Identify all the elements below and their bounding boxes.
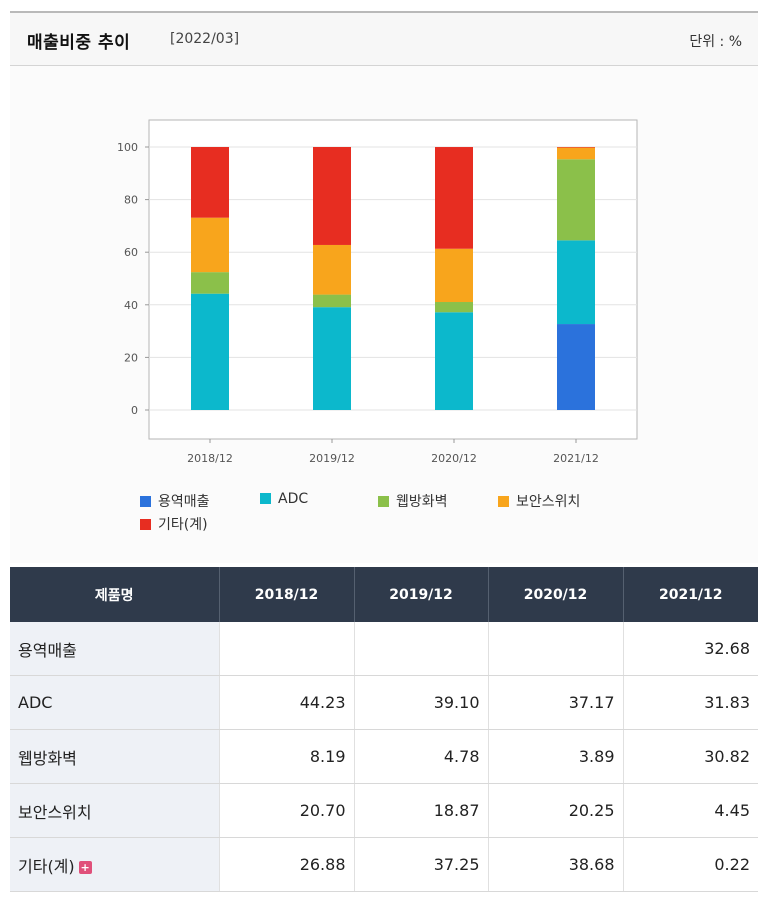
- table-cell: 0.22: [623, 837, 758, 892]
- bar-segment: [557, 147, 595, 160]
- table-row: 보안스위치 20.70 18.87 20.25 4.45: [10, 783, 758, 838]
- bar-segment: [313, 294, 351, 308]
- row-label-text: 기타(계): [18, 856, 75, 876]
- table-cell: 39.10: [354, 675, 489, 730]
- table-cell: 20.70: [219, 783, 355, 838]
- table-cell: 8.19: [219, 729, 355, 784]
- bar-segment: [313, 244, 351, 295]
- bar-segment: [557, 159, 595, 241]
- legend-label: 보안스위치: [516, 494, 581, 510]
- legend-item: 기타(계): [140, 514, 208, 534]
- y-tick-label: 60: [124, 246, 138, 259]
- x-tick-label: 2019/12: [309, 452, 355, 465]
- table-cell: 32.68: [623, 622, 758, 676]
- legend-item: 용역매출: [140, 491, 210, 511]
- legend-swatch: [498, 496, 509, 507]
- table-cell: 44.23: [219, 675, 355, 730]
- col-header-product: 제품명: [10, 567, 220, 622]
- legend-item: 보안스위치: [498, 491, 580, 511]
- row-label: ADC: [10, 675, 220, 730]
- x-tick-label: 2018/12: [187, 452, 233, 465]
- x-tick-label: 2021/12: [553, 452, 599, 465]
- table-cell: 31.83: [623, 675, 758, 730]
- table-row: 용역매출 32.68: [10, 622, 758, 676]
- period-label: [2022/03]: [170, 31, 240, 47]
- table-row: 기타(계) + 26.88 37.25 38.68 0.22: [10, 837, 758, 892]
- row-label: 보안스위치: [10, 783, 220, 838]
- table-cell: 37.25: [354, 837, 489, 892]
- col-header-2020: 2020/12: [488, 567, 624, 622]
- bar-segment: [557, 147, 595, 148]
- stacked-bar-chart: 0 20 40 60 80 100 2018/12 2019/12 2020/12 2021/12: [117, 119, 638, 465]
- table-cell: [354, 622, 489, 676]
- table-cell: 20.25: [488, 783, 624, 838]
- legend-item: ADC: [260, 491, 308, 507]
- bar-segment: [191, 147, 229, 218]
- sales-ratio-panel: 매출비중 추이 [2022/03] 단위 : % 0 20 40 60 80 100 201…: [10, 11, 758, 563]
- table-header-row: 제품명 2018/12 2019/12 2020/12 2021/12: [10, 567, 758, 622]
- x-tick-label: 2020/12: [431, 452, 477, 465]
- col-header-2021: 2021/12: [623, 567, 758, 622]
- panel-title: 매출비중 추이: [27, 33, 131, 53]
- y-tick-label: 80: [124, 194, 138, 207]
- bar-segment: [435, 312, 473, 410]
- bar-segment: [435, 147, 473, 249]
- row-label: 웹방화벽: [10, 729, 220, 784]
- table-cell: 4.45: [623, 783, 758, 838]
- sales-ratio-table: 제품명 2018/12 2019/12 2020/12 2021/12 용역매출…: [10, 567, 758, 892]
- bar-segment: [191, 272, 229, 294]
- table-cell: 3.89: [488, 729, 624, 784]
- plot-area: [148, 119, 638, 440]
- legend-label: 기타(계): [158, 517, 208, 533]
- table-cell: 38.68: [488, 837, 624, 892]
- bar-segment: [191, 217, 229, 273]
- col-header-2019: 2019/12: [354, 567, 489, 622]
- bar-segment: [313, 147, 351, 245]
- table-cell: 30.82: [623, 729, 758, 784]
- bar-segment: [313, 307, 351, 410]
- row-label-expandable: 기타(계) +: [10, 837, 220, 892]
- y-tick-label: 20: [124, 351, 138, 364]
- table-row: ADC 44.23 39.10 37.17 31.83: [10, 675, 758, 730]
- legend-item: 웹방화벽: [378, 491, 448, 511]
- legend-label: 웹방화벽: [396, 494, 448, 510]
- row-label: 용역매출: [10, 622, 220, 676]
- legend-swatch: [140, 519, 151, 530]
- col-header-2018: 2018/12: [219, 567, 355, 622]
- bar-segment: [435, 248, 473, 303]
- legend-label: ADC: [278, 491, 309, 507]
- table-cell: 4.78: [354, 729, 489, 784]
- table-row: 웹방화벽 8.19 4.78 3.89 30.82: [10, 729, 758, 784]
- legend-swatch: [378, 496, 389, 507]
- table-cell: [488, 622, 624, 676]
- panel-header: 매출비중 추이 [2022/03] 단위 : %: [10, 13, 758, 66]
- legend-label: 용역매출: [158, 494, 210, 510]
- unit-label: 단위 : %: [689, 34, 742, 50]
- y-tick-label: 0: [131, 404, 138, 417]
- table-cell: 26.88: [219, 837, 355, 892]
- bar-segment: [191, 293, 229, 410]
- bar-segment: [557, 240, 595, 325]
- table-cell: [219, 622, 355, 676]
- y-tick-label: 40: [124, 299, 138, 312]
- expand-plus-icon[interactable]: +: [78, 860, 92, 874]
- legend-swatch: [140, 496, 151, 507]
- table-cell: 37.17: [488, 675, 624, 730]
- bar-segment: [435, 302, 473, 313]
- bar-segment: [557, 324, 595, 410]
- legend-swatch: [260, 493, 271, 504]
- table-cell: 18.87: [354, 783, 489, 838]
- y-tick-label: 100: [117, 141, 138, 154]
